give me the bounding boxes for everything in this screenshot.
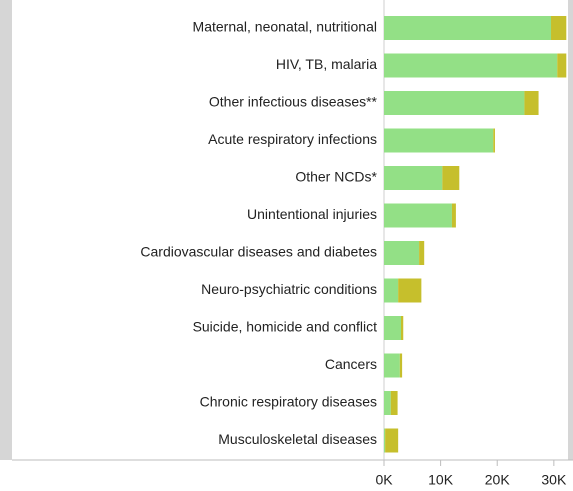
bar-segment — [399, 353, 403, 378]
bar-segment — [384, 241, 420, 265]
bar-segment — [384, 53, 558, 78]
bar-segment — [384, 428, 386, 453]
bar-segment — [384, 203, 452, 228]
bar-segment — [384, 391, 391, 415]
y-tick-label: Other infectious diseases** — [209, 94, 378, 110]
x-tick-label: 10K — [428, 472, 454, 488]
bar-segment — [384, 91, 525, 115]
bar-segment — [451, 203, 456, 228]
bar-segment — [384, 278, 399, 303]
bar-segment — [384, 16, 552, 40]
y-tick-label: Musculoskeletal diseases — [218, 431, 377, 447]
y-tick-label: Other NCDs* — [295, 169, 377, 185]
bar-segment — [493, 128, 495, 153]
y-tick-label: Suicide, homicide and conflict — [193, 319, 378, 335]
left-border — [0, 0, 12, 460]
bar-segment — [385, 428, 399, 453]
y-tick-label: Acute respiratory infections — [208, 131, 377, 147]
bar-segment — [384, 166, 443, 190]
y-tick-label: Cancers — [325, 356, 377, 372]
bar-segment — [419, 241, 425, 265]
y-tick-label: Unintentional injuries — [247, 206, 377, 222]
bar-segment — [384, 128, 494, 153]
x-tick-label: 0K — [375, 472, 393, 488]
bar-segment — [384, 353, 400, 378]
bar-segment — [390, 391, 398, 415]
y-tick-label: Chronic respiratory diseases — [200, 394, 377, 410]
y-tick-label: Cardiovascular diseases and diabetes — [140, 244, 377, 260]
y-tick-label: HIV, TB, malaria — [276, 56, 377, 72]
bar-segment — [384, 316, 401, 340]
x-tick-label: 20K — [485, 472, 511, 488]
y-tick-label: Neuro-psychiatric conditions — [201, 281, 377, 297]
bar-segment — [398, 278, 422, 303]
right-border — [568, 0, 573, 460]
x-tick-label: 30K — [541, 472, 567, 488]
bar-segment — [524, 91, 539, 115]
bar-segment — [557, 53, 567, 78]
bar-segment — [551, 16, 567, 40]
bar-segment — [400, 316, 404, 340]
bar-segment — [442, 166, 460, 190]
y-tick-label: Maternal, neonatal, nutritional — [193, 19, 377, 35]
